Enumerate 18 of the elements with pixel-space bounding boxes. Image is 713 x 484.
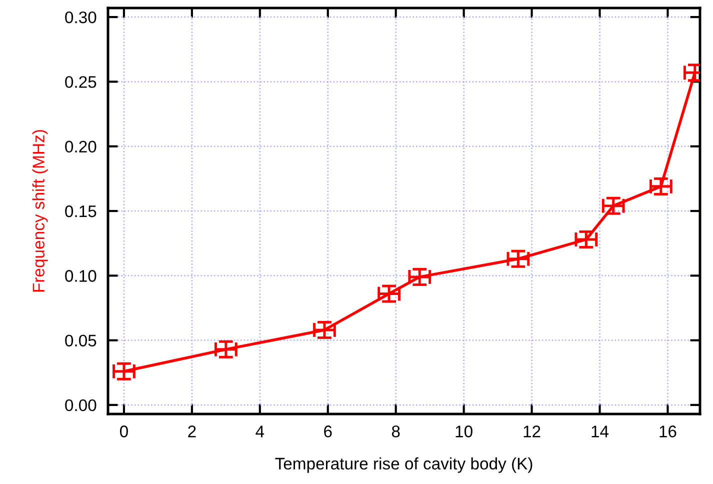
x-tick-label: 8 xyxy=(392,426,400,438)
x-tick-label: 14 xyxy=(592,426,609,438)
x-tick-label: 10 xyxy=(456,426,472,438)
x-tick-label: 6 xyxy=(324,426,332,438)
y-tick-label: 0.25 xyxy=(65,76,96,88)
y-tick-label: 0.20 xyxy=(65,140,96,153)
x-tick-label: 2 xyxy=(188,426,196,438)
y-tick-label: 0.00 xyxy=(65,399,96,412)
y-tick-label: 0.10 xyxy=(65,270,96,282)
x-tick-label: 16 xyxy=(660,426,676,438)
x-tick-label: 0 xyxy=(120,426,128,438)
y-tick-label: 0.05 xyxy=(65,334,96,346)
x-tick-label: 4 xyxy=(256,426,264,438)
y-axis-title: Frequency shift (MHz) xyxy=(32,130,48,292)
y-tick-label: 0.30 xyxy=(65,11,96,24)
x-axis-title: Temperature rise of cavity body (K) xyxy=(275,457,532,473)
y-tick-label: 0.15 xyxy=(65,205,96,218)
x-tick-label: 12 xyxy=(524,426,540,438)
